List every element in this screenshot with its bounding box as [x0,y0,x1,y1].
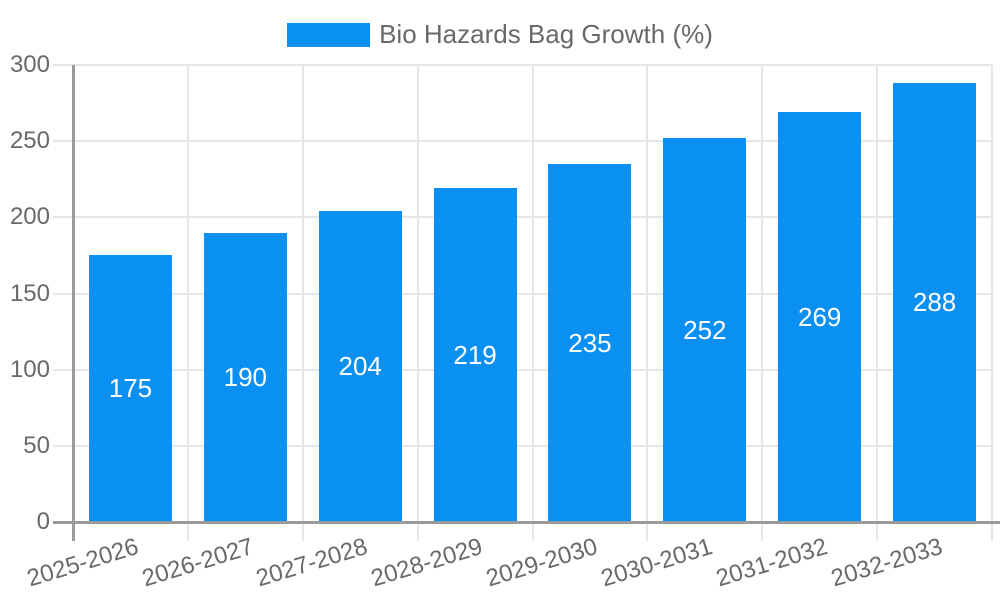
x-tick-label: 2027-2028 [253,533,372,593]
bar-2027-2028: 204 [318,211,402,522]
x-gridline [761,65,764,541]
x-tick-label: 2026-2027 [138,533,257,593]
bar-2032-2033: 288 [893,83,977,522]
bar-2028-2029: 219 [433,188,517,522]
bar-value-label: 204 [338,351,382,382]
y-tick-label: 50 [23,431,50,459]
y-tick-label: 300 [9,51,50,78]
x-gridline [646,65,649,541]
x-gridline [416,65,419,541]
x-gridline [876,65,879,541]
x-gridline [991,65,993,541]
y-gridline [53,140,992,143]
y-tick-label: 150 [9,279,50,307]
bar-2026-2027: 190 [203,232,287,522]
y-gridline [53,64,992,66]
x-tick-label: 2032-2033 [827,533,946,593]
y-tick-label: 0 [36,508,50,535]
bar-value-label: 175 [108,373,153,404]
x-tick-label: 2031-2032 [712,533,831,593]
y-gridline [53,292,992,295]
bar-value-label: 288 [912,287,957,318]
x-gridline [186,65,189,541]
legend-swatch [287,22,371,47]
bar-2025-2026: 175 [88,255,172,522]
bar-value-label: 219 [453,339,497,370]
x-axis-line [53,521,1000,524]
bar-value-label: 269 [797,301,842,332]
x-tick-label: 2030-2031 [598,533,716,593]
legend: Bio Hazards Bag Growth (%) [0,19,1000,50]
x-gridline [301,65,304,541]
bar-2029-2030: 235 [548,164,632,522]
y-tick-label: 200 [9,203,50,231]
x-tick-label: 2025-2026 [23,533,142,593]
bar-value-label: 235 [568,327,612,358]
bar-2031-2032: 269 [778,112,862,522]
bar-value-label: 190 [223,361,267,392]
y-tick-label: 100 [9,355,50,383]
y-gridline [53,444,992,447]
bar-value-label: 252 [683,314,727,345]
y-gridline [53,368,992,371]
x-tick-label: 2028-2029 [368,533,486,593]
legend-label: Bio Hazards Bag Growth (%) [379,19,713,49]
y-tick-label: 250 [9,127,50,155]
x-gridline [531,65,534,541]
y-gridline [53,216,992,219]
y-axis-line [72,65,75,541]
bar-2030-2031: 252 [663,138,747,522]
x-tick-label: 2029-2030 [483,533,601,593]
